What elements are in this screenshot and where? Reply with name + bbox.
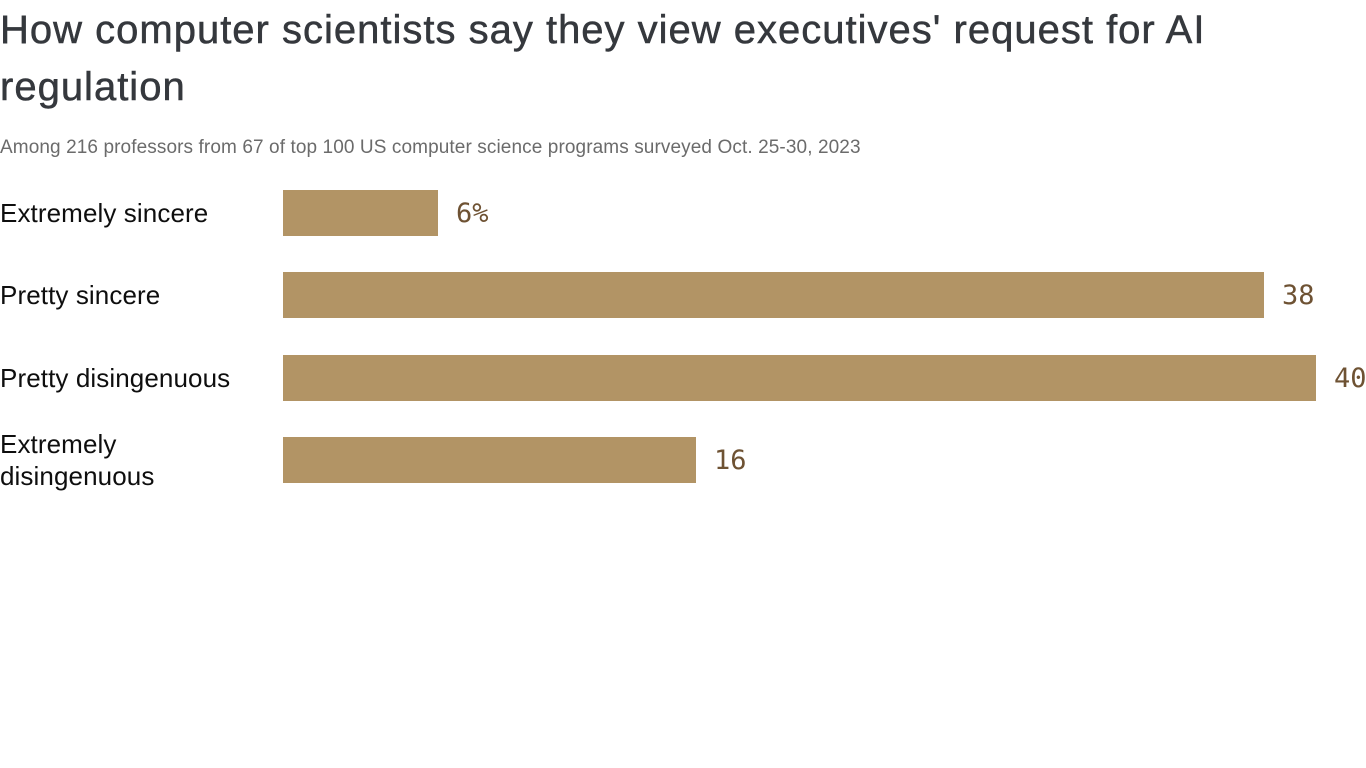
bar [283, 355, 1316, 401]
chart-row: Pretty sincere 38 [0, 272, 1366, 318]
value-label: 16 [714, 444, 747, 476]
chart-row: Pretty disingenuous 40 [0, 355, 1366, 401]
bar-chart: Extremely sincere 6% Pretty sincere 38 P… [0, 190, 1366, 500]
bar [283, 190, 438, 236]
bar [283, 437, 696, 483]
value-label: 40 [1334, 362, 1366, 394]
category-label: Pretty sincere [0, 280, 161, 310]
chart-subtitle: Among 216 professors from 67 of top 100 … [0, 137, 861, 158]
chart-title: How computer scientists say they view ex… [0, 8, 1206, 110]
category-label: Pretty disingenuous [0, 363, 231, 393]
value-label: 38 [1282, 279, 1315, 311]
category-label: Extremely disingenuous [0, 429, 155, 491]
category-label: Extremely sincere [0, 198, 209, 228]
bar [283, 272, 1264, 318]
chart-row: Extremely sincere 6% [0, 190, 1366, 236]
chart-row: Extremely disingenuous 16 [0, 429, 1366, 491]
value-label: 6% [456, 197, 489, 229]
